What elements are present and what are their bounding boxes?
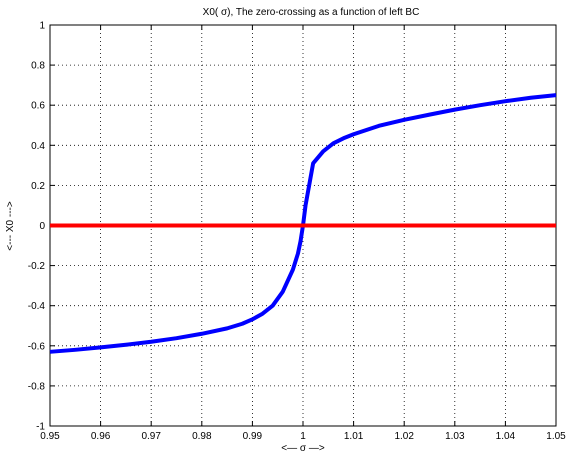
x-tick-label: 1.05	[546, 431, 566, 442]
x-tick-label: 1.04	[496, 431, 516, 442]
y-tick-label: -0.4	[28, 301, 46, 312]
series-group	[49, 93, 557, 354]
y-tick-label: 0.8	[31, 61, 45, 72]
y-tick-label: 0.6	[31, 101, 45, 112]
chart-title: X0( σ), The zero-crossing as a function …	[203, 7, 420, 18]
y-tick-label: -0.8	[28, 381, 46, 392]
y-tick-label: -1	[36, 422, 45, 433]
y-axis-label: <--- X0 --->	[5, 201, 16, 251]
y-tick-label: 0	[39, 221, 45, 232]
x-tick-label: 0.97	[141, 431, 161, 442]
x-tick-label: 0.95	[40, 431, 60, 442]
y-tick-label: 1	[39, 21, 45, 32]
x-axis-label: <— σ —>	[281, 443, 325, 454]
y-tick-label: -0.2	[28, 261, 46, 272]
series-line-x0-curve	[49, 93, 557, 354]
x-tick-label: 1.01	[344, 431, 364, 442]
tick-labels: 0.95 0.96 0.97 0.98 0.99 1 1.01 1.02 1.03 1.04 1.0…	[28, 21, 566, 443]
x-tick-label: 1.02	[394, 431, 414, 442]
x-tick-label: 0.96	[91, 431, 111, 442]
x-tick-label: 0.99	[243, 431, 263, 442]
y-tick-label: 0.2	[31, 181, 45, 192]
x-tick-label: 0.98	[192, 431, 212, 442]
x-tick-label: 1	[300, 431, 306, 442]
y-tick-label: 0.4	[31, 141, 45, 152]
x-tick-label: 1.03	[445, 431, 465, 442]
y-tick-label: -0.6	[28, 341, 46, 352]
